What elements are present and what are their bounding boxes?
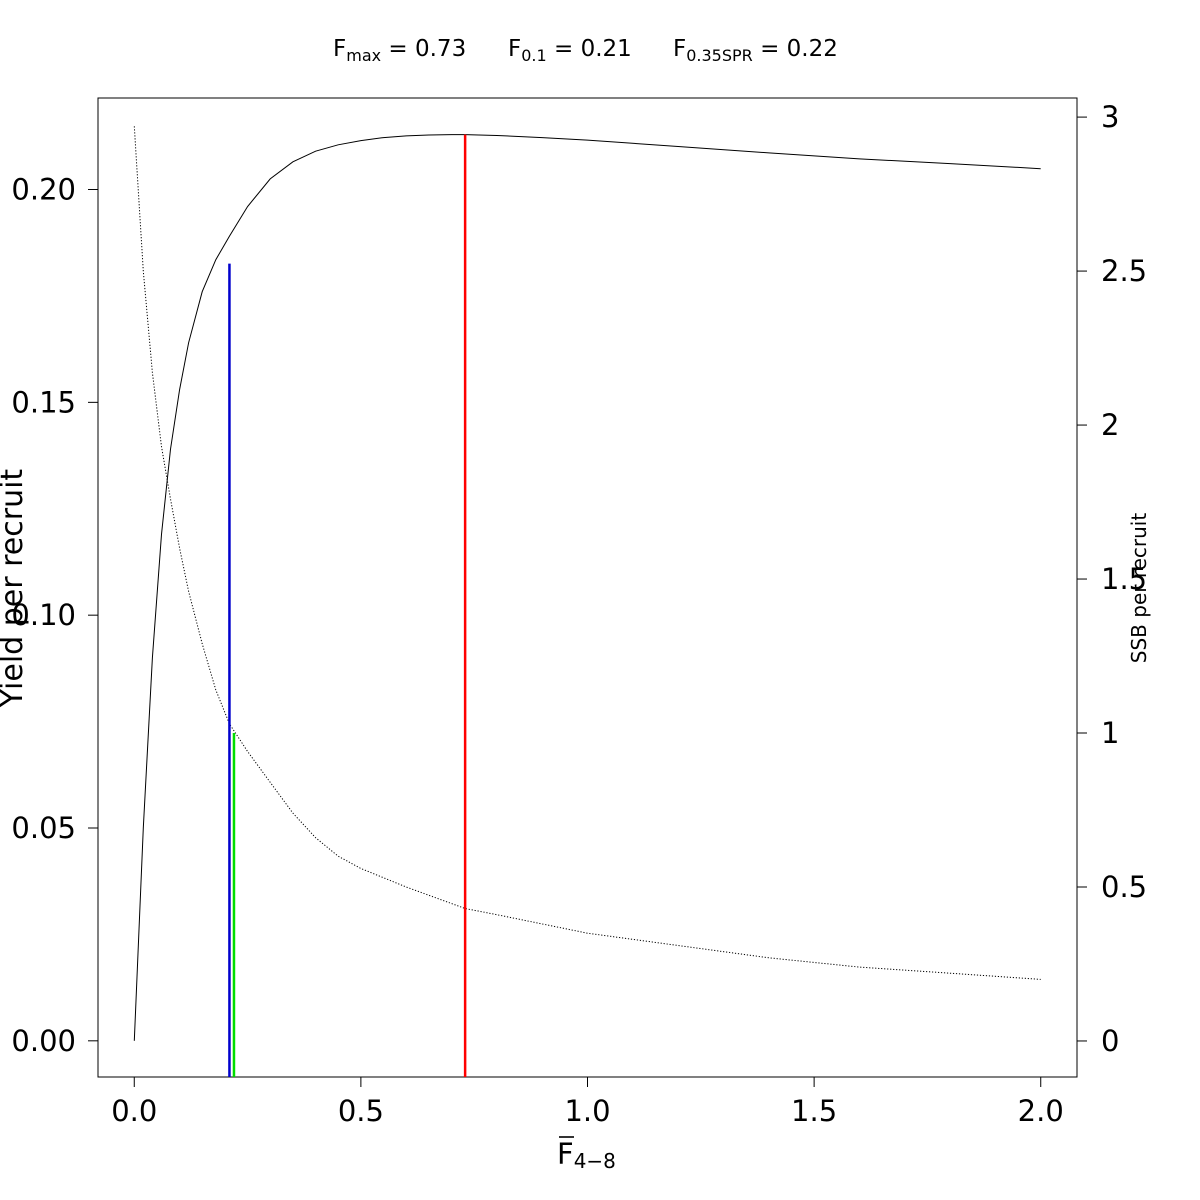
left-y-tick-label: 0.10 — [11, 598, 76, 632]
right-y-tick-label: 1.5 — [1101, 562, 1147, 596]
left-y-tick-label: 0.15 — [11, 385, 76, 419]
right-y-tick-label: 2.5 — [1101, 254, 1147, 288]
left-y-axis-label: Yield per recruit — [0, 469, 30, 709]
x-axis-label: F4−8 — [557, 1136, 616, 1173]
reference-lines-layer — [228, 134, 467, 1077]
plot-area-box — [97, 97, 1078, 1078]
x-tick-label: 1.5 — [791, 1094, 837, 1128]
left-y-tick-label: 0.05 — [11, 811, 76, 845]
header-item-2: F0.35SPR = 0.22 — [673, 36, 838, 65]
x-tick-label: 2.0 — [1018, 1094, 1064, 1128]
series-layer — [133, 126, 1041, 1041]
x-tick-label: 0.0 — [111, 1094, 157, 1128]
chart-header: Fmax = 0.73 F0.1 = 0.21 F0.35SPR = 0.22 — [333, 36, 838, 65]
right-y-axis-label: SSB per recruit — [1127, 513, 1151, 664]
x-tick-label: 1.0 — [564, 1094, 610, 1128]
yield-curve — [133, 134, 1041, 1041]
ssb-curve — [133, 126, 1041, 980]
right-y-tick-label: 0.5 — [1101, 870, 1147, 904]
x-axis: 0.0 0.5 1.0 1.5 2.0 — [111, 1077, 1064, 1128]
x-tick-label: 0.5 — [338, 1094, 384, 1128]
header-item-1: F0.1 = 0.21 — [508, 36, 632, 65]
right-y-tick-label: 2 — [1101, 408, 1119, 442]
right-y-tick-label: 1 — [1101, 716, 1119, 750]
left-y-tick-label: 0.20 — [11, 173, 76, 207]
left-y-tick-label: 0.00 — [11, 1024, 76, 1058]
x-axis-label-text: F4−8 — [557, 1137, 616, 1173]
header-item-0: Fmax = 0.73 — [333, 36, 466, 65]
right-y-tick-label: 0 — [1101, 1024, 1119, 1058]
left-y-axis: 0.00 0.05 0.10 0.15 0.20 — [11, 173, 98, 1058]
right-y-axis: 0 0.5 1 1.5 2 2.5 3 — [1077, 100, 1147, 1058]
right-y-tick-label: 3 — [1101, 100, 1119, 134]
